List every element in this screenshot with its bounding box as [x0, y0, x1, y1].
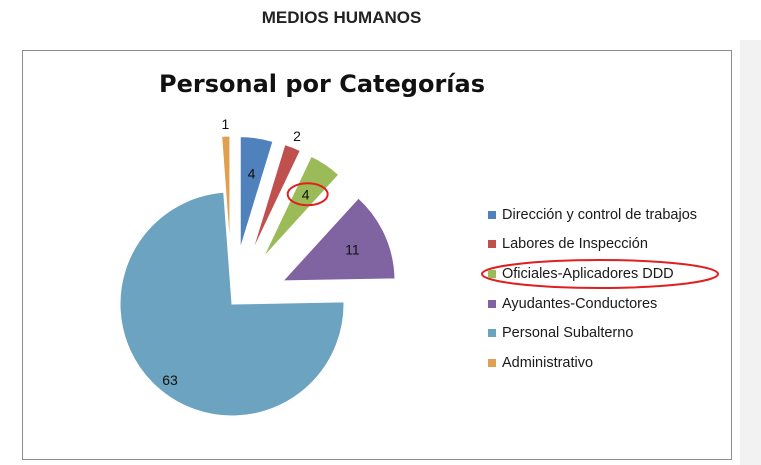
data-label-4: 11	[345, 242, 360, 258]
pie-slice-4	[281, 197, 396, 282]
chart-legend: Dirección y control de trabajos Labores d…	[488, 200, 697, 378]
legend-swatch	[488, 299, 496, 308]
highlight-ellipse-legend	[481, 258, 719, 289]
legend-label: Personal Subalterno	[502, 325, 634, 342]
legend-label: Administrativo	[502, 354, 594, 371]
legend-swatch	[488, 269, 496, 278]
data-label-1: 4	[248, 165, 256, 181]
legend-swatch	[488, 329, 496, 338]
legend-label: Labores de Inspección	[502, 236, 648, 253]
legend-item-4: Ayudantes-Conductores	[488, 289, 697, 319]
data-label-3: 4	[302, 186, 310, 202]
pie-slice-1	[239, 136, 274, 249]
page-side-shadow	[740, 40, 761, 465]
legend-label: Dirección y control de trabajos	[502, 206, 698, 223]
data-label-2: 2	[293, 128, 301, 144]
pie-slice-5	[119, 191, 345, 417]
legend-label: Oficiales-Aplicadores DDD	[502, 265, 674, 282]
highlight-ellipse-slice	[286, 182, 329, 207]
legend-item-1: Dirección y control de trabajos	[488, 200, 697, 230]
pie-slice-6	[221, 135, 231, 249]
page-heading: MEDIOS HUMANOS	[261, 8, 422, 27]
legend-item-5: Personal Subalterno	[488, 318, 697, 348]
chart-title: Personal por Categorías	[159, 70, 485, 98]
pie-slice-2	[251, 144, 301, 252]
legend-item-6: Administrativo	[488, 348, 697, 378]
legend-swatch	[488, 210, 496, 219]
data-label-5: 63	[162, 372, 178, 388]
legend-swatch	[488, 240, 496, 249]
pie-slice-3	[262, 155, 340, 258]
legend-swatch	[488, 358, 496, 367]
legend-item-3: Oficiales-Aplicadores DDD	[488, 259, 697, 289]
legend-label: Ayudantes-Conductores	[502, 295, 658, 312]
legend-item-2: Labores de Inspección	[488, 230, 697, 260]
data-label-6: 1	[221, 116, 229, 132]
